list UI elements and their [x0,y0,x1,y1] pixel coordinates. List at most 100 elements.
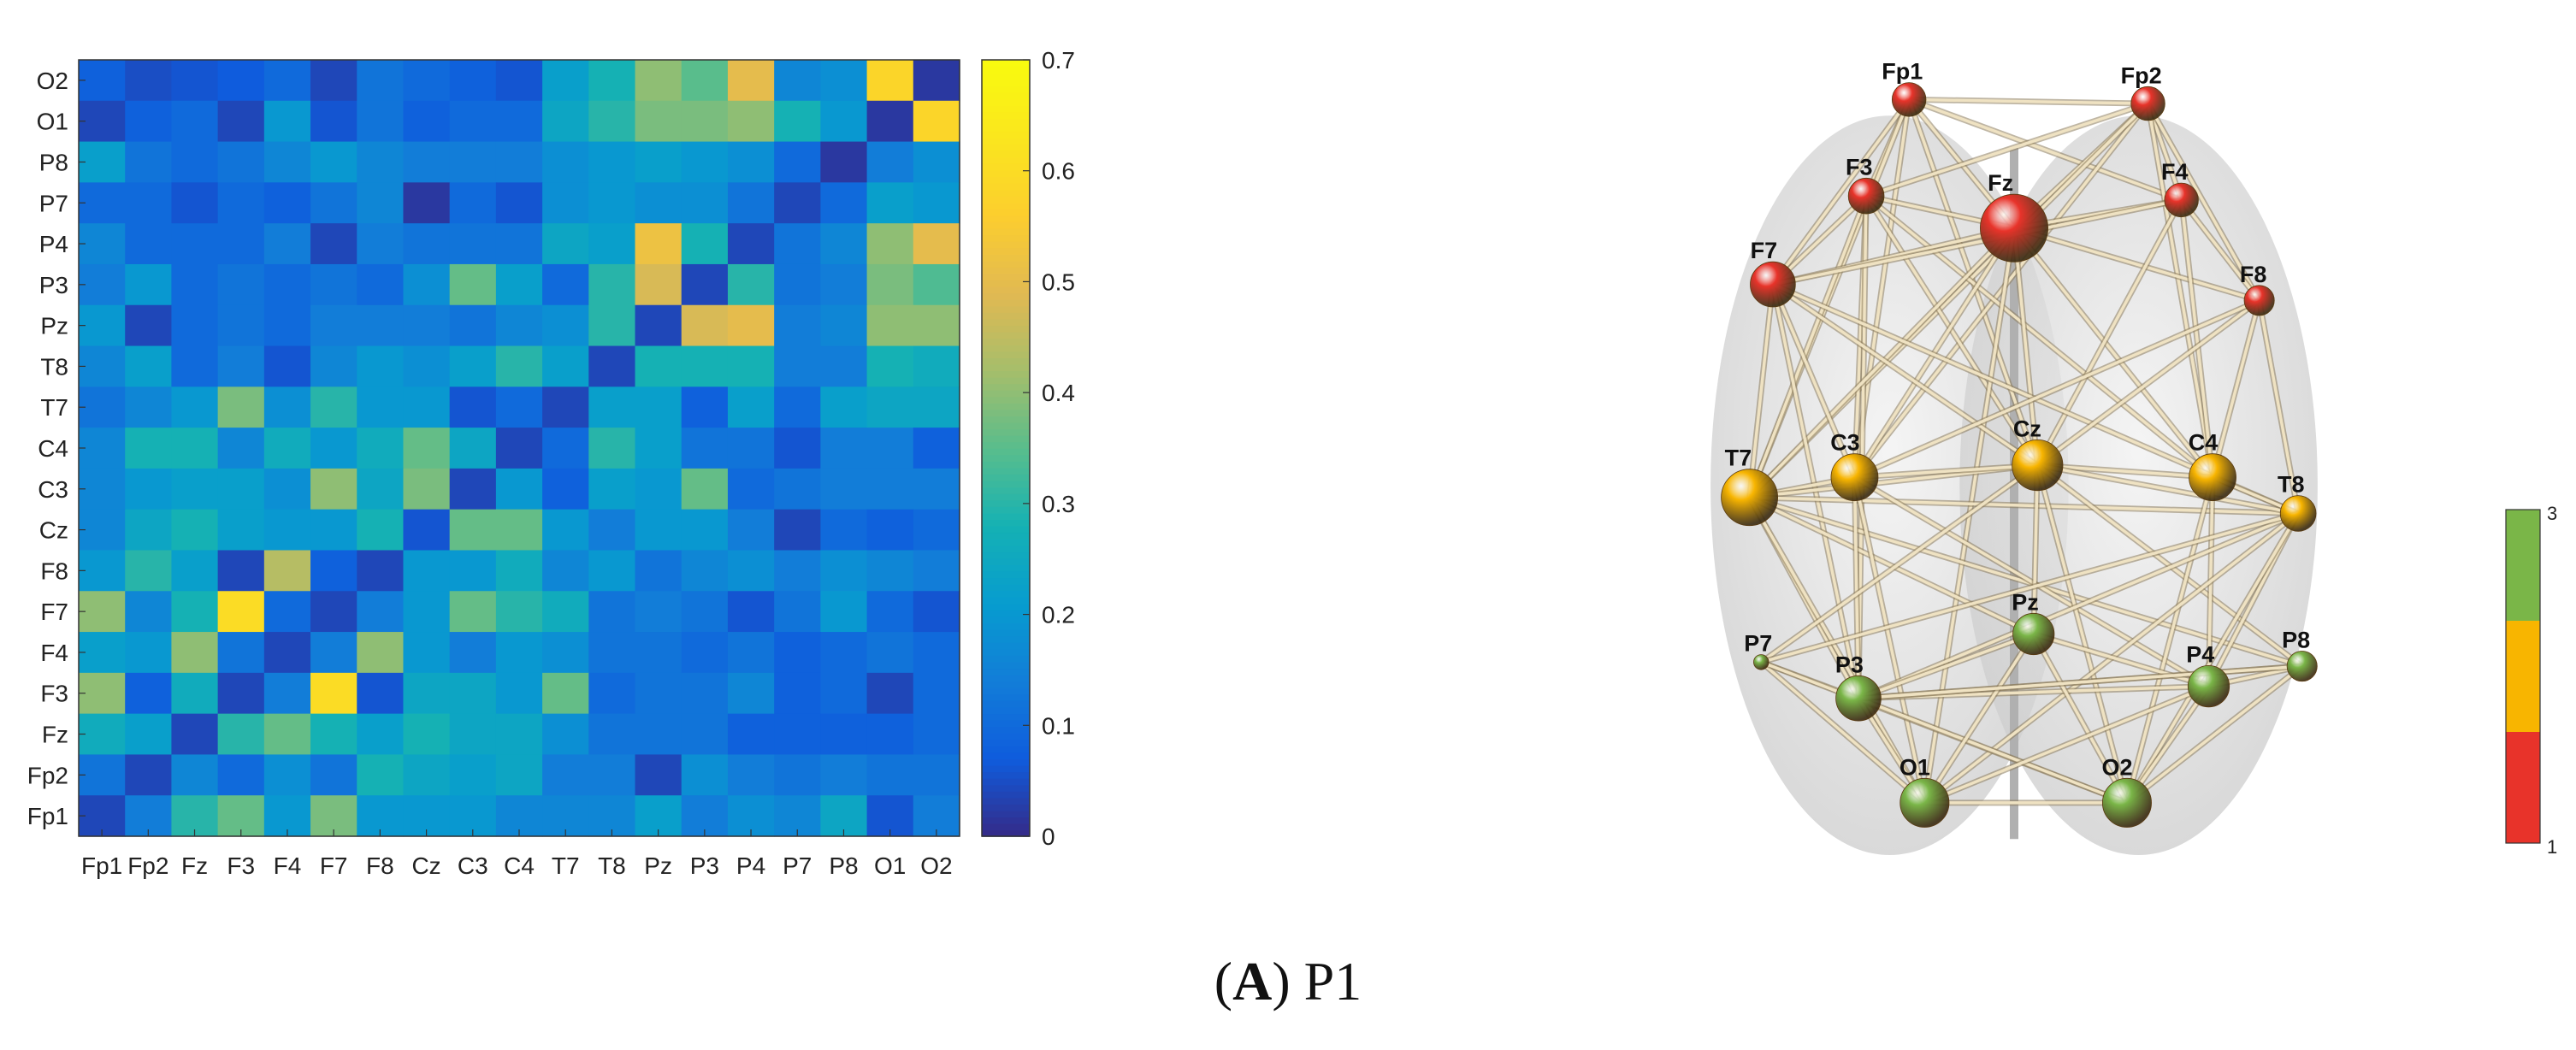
colorbar-segment [982,79,1030,87]
heatmap-cell [171,632,219,674]
colorbar-segment [982,254,1030,262]
heatmap-cell [217,632,265,674]
edge [1853,475,2210,688]
colorbar-segment [982,104,1030,113]
heatmap-cell [217,713,265,756]
colorbar-segment [982,344,1030,352]
heatmap-cell [263,263,311,306]
x-tick-label: F3 [227,852,255,879]
heatmap-cell [681,509,729,552]
edges [1746,96,2304,806]
colorbar-segment [982,810,1030,818]
heatmap-cell [774,632,821,674]
colorbar-segment [982,493,1030,501]
heatmap-cell [125,754,173,796]
colorbar-segment [982,823,1030,831]
heatmap-cell [403,223,451,265]
heatmap-cell [449,713,497,756]
heatmap-cell [357,263,405,306]
colorbar-tick-label: 0 [1042,823,1055,850]
heatmap-cell [357,223,405,265]
edge [1854,463,2038,479]
heatmap-cell [79,386,126,428]
heatmap-cell [727,509,775,552]
colorbar-segment [982,292,1030,300]
edge [1865,102,2149,198]
heatmap-cell [681,428,729,469]
edge [2035,199,2183,466]
heatmap-cell [913,509,960,552]
x-tick-label: C4 [504,852,535,879]
heatmap-cell [403,100,451,143]
heatmap-cell [403,182,451,224]
colorbar-segment [982,622,1030,630]
heatmap-cell [357,754,405,796]
colorbar-segment [982,66,1030,74]
heatmap-cell [310,591,357,633]
heatmap-cell [79,591,126,633]
edge [2035,464,2129,804]
heatmap-cell [171,345,219,387]
edge [2125,664,2303,805]
y-tick-label: T8 [40,353,68,380]
heatmap-cell [542,100,589,143]
node-P7 [1753,654,1770,670]
heatmap-cell [171,550,219,592]
heatmap-cell [681,632,729,674]
colorbar-segment [982,506,1030,514]
colorbar-segment [982,564,1030,572]
node-label: F4 [2161,159,2189,185]
heatmap-cell [635,468,682,510]
colorbar-segment [982,648,1030,656]
colorbar-segment [982,538,1030,546]
heatmap-cell [449,591,497,633]
heatmap-cell [635,672,682,715]
heatmap-cell [727,754,775,796]
heatmap-cell [263,182,311,224]
edge [1771,283,1857,478]
colorbar-segment [982,298,1030,307]
y-tick-label: F8 [40,557,68,584]
heatmap-cell [263,754,311,796]
heatmap-cell [171,713,219,756]
heatmap-cell [357,100,405,143]
heatmap-cell [820,550,868,592]
node-Fp1 [1891,82,1927,117]
colorbar-tick-label: 0.3 [1042,491,1075,517]
heatmap-cell [820,223,868,265]
heatmap-cell [495,672,543,715]
heatmap-cell [263,304,311,347]
heatmap-cell [913,591,960,633]
node-T8 [2279,495,2317,532]
heatmap-cell [542,182,589,224]
heatmap-cell [866,428,914,469]
heatmap-cell [263,550,311,592]
edge [1923,684,2210,805]
heatmap-cell [635,754,682,796]
colorbar-segment [982,318,1030,327]
colorbar-segment [982,403,1030,410]
heatmap-cell [217,468,265,510]
heatmap-cell [403,550,451,592]
node-label: Fp1 [1882,59,1923,85]
heatmap-cell [681,345,729,387]
colorbar-segment [982,182,1030,191]
heatmap-cell [495,468,543,510]
heatmap-cell [866,141,914,183]
heatmap-cell [357,182,405,224]
heatmap-cell [125,713,173,756]
edge [1771,98,1911,286]
heatmap-cell [310,632,357,674]
node-label: P4 [2186,641,2214,667]
colorbar-segment [982,118,1030,126]
heatmap-cell [635,428,682,469]
heatmap-cell [727,304,775,347]
node-label: O1 [1900,754,1930,780]
colorbar-tick-label: 0.7 [1042,47,1075,74]
colorbar-tick-label: 0.6 [1042,158,1075,185]
colorbar-segment [982,590,1030,598]
heatmap-cell [774,223,821,265]
x-tick-label: T7 [552,852,580,879]
x-tick-label: P7 [783,852,812,879]
heatmap-cell [310,304,357,347]
